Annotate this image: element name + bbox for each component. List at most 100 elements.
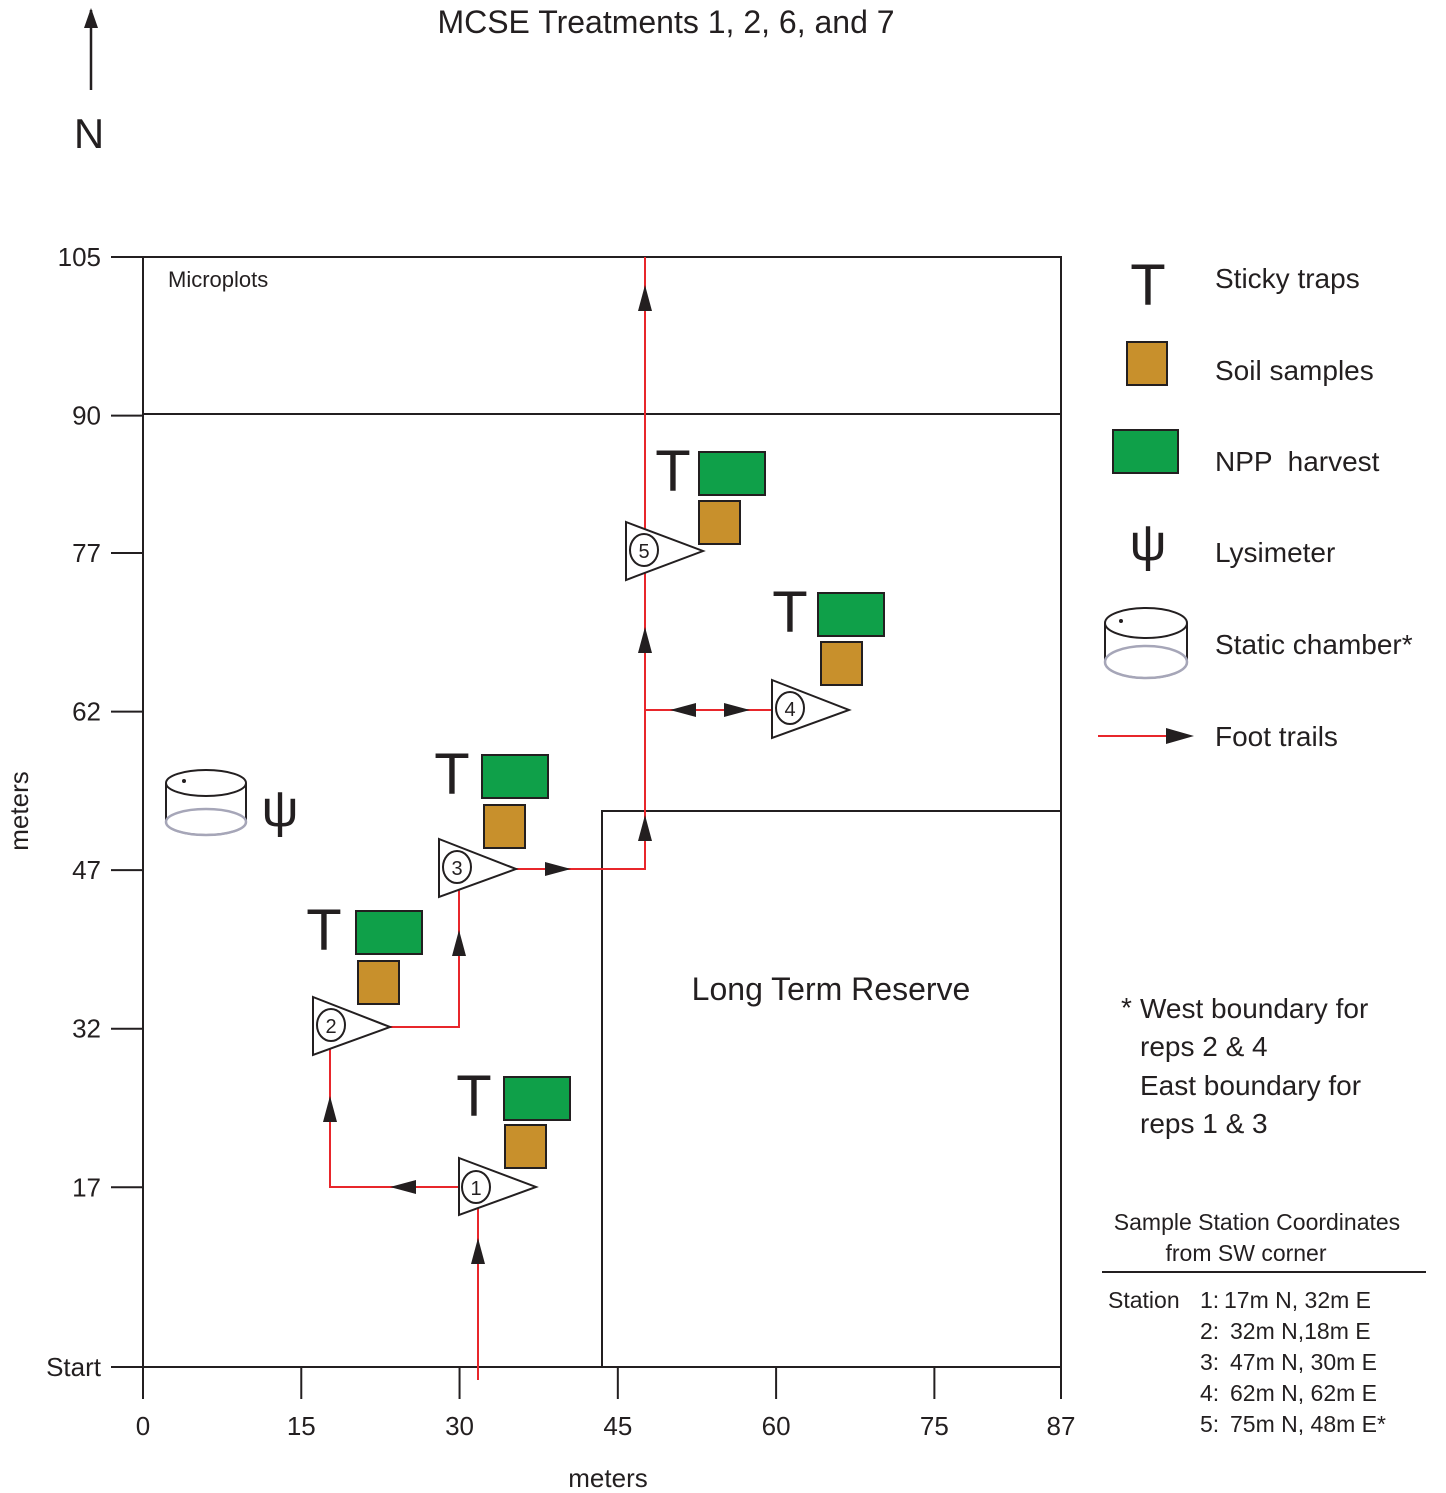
y-axis-tick-label: Start — [46, 1352, 102, 1382]
legend-npp-icon — [1112, 429, 1179, 474]
coordinates-prefix: Station — [1108, 1287, 1180, 1313]
foot-trails — [329, 257, 773, 1380]
coordinates-row-4-text: 62m N, 62m E — [1230, 1380, 1377, 1406]
legend-soil-icon — [1126, 341, 1168, 386]
x-axis-tick-label: 75 — [920, 1411, 949, 1441]
y-axis-tick-label: 62 — [72, 697, 101, 727]
soil-sample-plot-1 — [504, 1124, 547, 1169]
y-axis-tick-label: 77 — [72, 538, 101, 568]
soil-sample-plot-5 — [698, 500, 741, 545]
north-arrow: N — [74, 8, 104, 157]
legend-sticky-traps: Sticky traps — [1215, 263, 1360, 294]
lysimeter-icon: ψ — [1129, 514, 1166, 572]
station-1-label: 1 — [470, 1178, 481, 1200]
note-line-3: East boundary for — [1140, 1070, 1361, 1101]
trail-arrow-up-main-1 — [638, 815, 652, 841]
npp-harvest-plot-3 — [481, 754, 549, 799]
station-3: 3 — [438, 837, 519, 899]
note-asterisk: * — [1121, 992, 1132, 1023]
note-line-1: West boundary for — [1140, 993, 1368, 1024]
coordinates-row-2-text: 32m N,18m E — [1230, 1318, 1371, 1344]
npp-harvest-plot-5 — [698, 451, 766, 496]
coordinates-row-2-num: 2: — [1200, 1318, 1219, 1344]
soil-sample-plot-3 — [483, 804, 526, 849]
station-2: 2 — [312, 995, 393, 1057]
sticky-trap-icon: T — [306, 898, 341, 963]
static-chamber-icon — [164, 769, 248, 837]
diagram-title: MCSE Treatments 1, 2, 6, and 7 — [437, 4, 894, 40]
legend-static-chamber: Static chamber* — [1215, 629, 1413, 660]
coordinates-table: Sample Station Coordinates from SW corne… — [1102, 1209, 1426, 1437]
x-axis-tick-label: 0 — [136, 1411, 150, 1441]
y-axis-tick-label: 47 — [72, 855, 101, 885]
soil-sample-plot-2 — [357, 960, 400, 1005]
coordinates-row-4-num: 4: — [1200, 1380, 1219, 1406]
station-5-label: 5 — [638, 541, 649, 563]
coordinates-title-1: Sample Station Coordinates — [1114, 1209, 1400, 1235]
station-1: 1 — [458, 1156, 539, 1217]
legend-lysimeter: Lysimeter — [1215, 537, 1335, 568]
x-axis-tick-label: 15 — [287, 1411, 316, 1441]
lysimeter-icon: ψ — [261, 780, 298, 838]
coordinates-row-5-text: 75m N, 48m E* — [1230, 1411, 1386, 1437]
static-chamber-icon — [1103, 607, 1189, 680]
trail-arrow-up-main-3 — [638, 285, 652, 311]
coordinates-row-3-text: 47m N, 30m E — [1230, 1349, 1377, 1375]
coordinates-row-1-text: 17m N, 32m E — [1224, 1287, 1371, 1313]
note-line-4: reps 1 & 3 — [1140, 1108, 1268, 1139]
legend-soil-samples: Soil samples — [1215, 355, 1374, 386]
x-axis-title: meters — [568, 1463, 647, 1493]
trail-1-to-2 — [329, 1027, 458, 1188]
north-label: N — [74, 110, 104, 157]
trail-arrowheads — [323, 285, 750, 1264]
sticky-trap-icon: T — [655, 439, 690, 504]
station-5: 5 — [625, 520, 706, 582]
y-axis-tick-label: 105 — [58, 242, 101, 272]
soil-sample-plot-4 — [820, 641, 863, 686]
sticky-trap-icon: T — [434, 742, 469, 807]
station-4-label: 4 — [784, 699, 795, 721]
note-line-2: reps 2 & 4 — [1140, 1031, 1268, 1062]
station-2-label: 2 — [325, 1016, 336, 1038]
coordinates-row-3-num: 3: — [1200, 1349, 1219, 1375]
y-axis-title: meters — [4, 771, 34, 850]
coordinates-row-1-num: 1: — [1200, 1287, 1219, 1313]
trail-arrow-up-main-2 — [638, 627, 652, 653]
long-term-reserve-region — [601, 810, 1062, 1368]
sticky-trap-icon: T — [456, 1064, 491, 1129]
trail-arrow-left-1 — [390, 1180, 416, 1194]
trail-arrow-up-start — [471, 1238, 485, 1264]
y-axis: Start 17 32 47 62 77 90 105 — [46, 242, 143, 1382]
station-4: 4 — [771, 678, 852, 740]
trail-arrow-up-3 — [452, 930, 466, 956]
trail-arrow-up-2 — [323, 1096, 337, 1122]
boundary-note: * West boundary for reps 2 & 4 East boun… — [1121, 992, 1368, 1139]
legend-npp-harvest: NPP harvest — [1215, 446, 1380, 477]
trail-arrow-right-4 — [724, 703, 750, 717]
legend-foot-trails: Foot trails — [1215, 721, 1338, 752]
npp-harvest-plot-1 — [503, 1076, 571, 1121]
trail-2-to-3 — [388, 869, 460, 1028]
legend: T Sticky traps Soil samples NPP harvest … — [1098, 253, 1413, 752]
y-axis-tick-label: 17 — [72, 1172, 101, 1202]
x-axis-tick-label: 60 — [762, 1411, 791, 1441]
y-axis-tick-label: 32 — [72, 1014, 101, 1044]
npp-harvest-plot-2 — [355, 910, 423, 955]
microplots-label: Microplots — [168, 267, 268, 292]
y-axis-tick-label: 90 — [72, 401, 101, 431]
x-axis-tick-label: 30 — [445, 1411, 474, 1441]
x-axis-tick-label: 87 — [1047, 1411, 1076, 1441]
trail-arrow-right-3 — [545, 862, 571, 876]
npp-harvest-plot-4 — [817, 592, 885, 637]
x-axis: 0 15 30 45 60 75 87 — [136, 1367, 1076, 1441]
trail-arrow-left-4 — [670, 703, 696, 717]
coordinates-row-5-num: 5: — [1200, 1411, 1219, 1437]
station-3-label: 3 — [451, 858, 462, 880]
sticky-trap-icon: T — [1130, 253, 1165, 318]
long-term-reserve-label: Long Term Reserve — [692, 971, 971, 1007]
legend-trail-arrow — [1166, 728, 1194, 744]
x-axis-tick-label: 45 — [603, 1411, 632, 1441]
coordinates-title-2: from SW corner — [1165, 1240, 1326, 1266]
sticky-trap-icon: T — [772, 580, 807, 645]
